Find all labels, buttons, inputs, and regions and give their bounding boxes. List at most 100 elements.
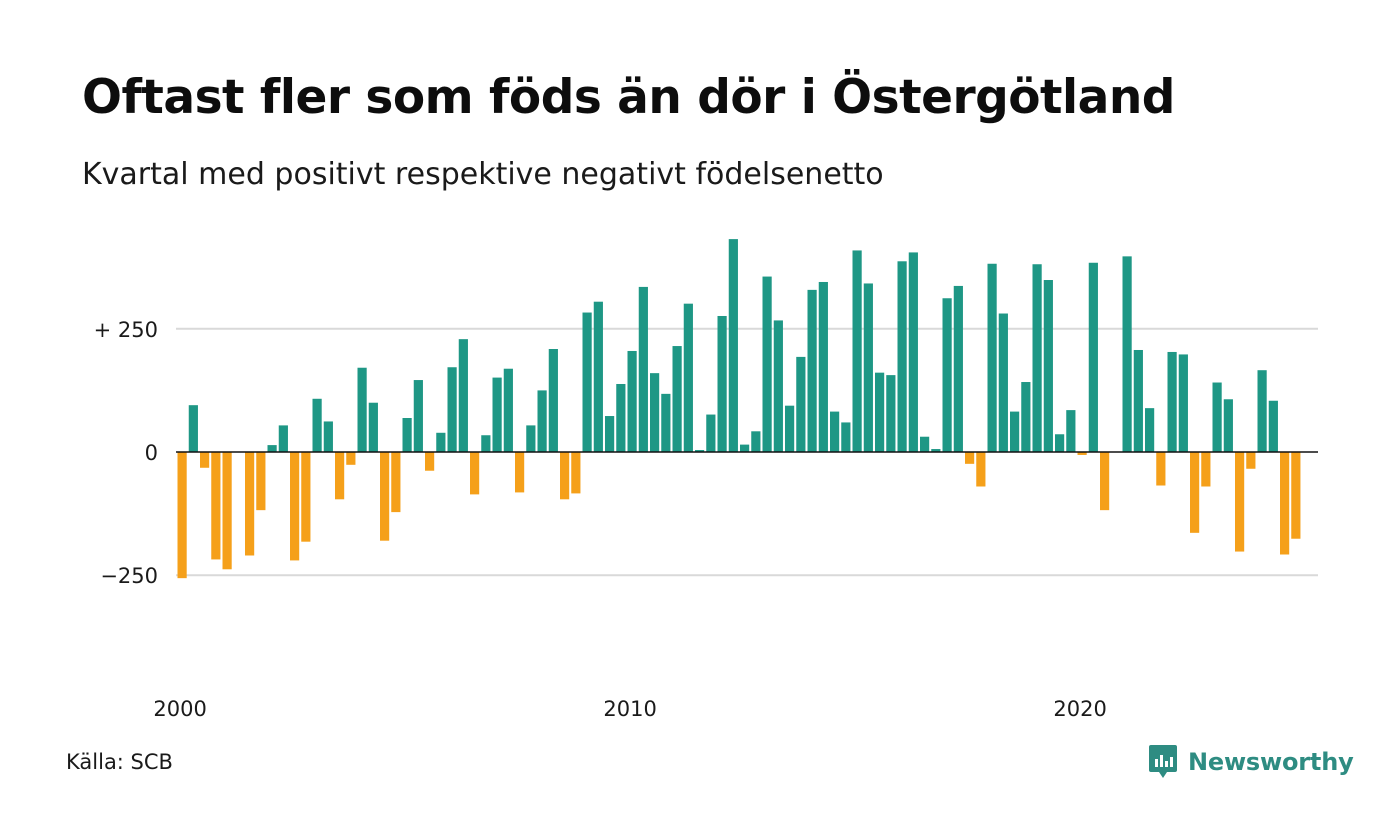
bar-positive[interactable] (357, 367, 367, 452)
bar-negative[interactable] (211, 452, 221, 560)
bar-positive[interactable] (1167, 351, 1177, 452)
bar-positive[interactable] (1021, 382, 1031, 452)
bar-positive[interactable] (875, 372, 885, 452)
bar-positive[interactable] (942, 298, 952, 452)
bar-positive[interactable] (931, 449, 941, 452)
bar-positive[interactable] (920, 436, 930, 452)
bar-positive[interactable] (1223, 399, 1233, 452)
bar-positive[interactable] (267, 445, 277, 452)
bar-positive[interactable] (863, 283, 873, 452)
bar-positive[interactable] (481, 435, 491, 452)
bar-positive[interactable] (526, 425, 536, 452)
bar-negative[interactable] (1246, 452, 1256, 469)
chart-title: Oftast fler som föds än dör i Östergötla… (82, 70, 1175, 125)
bar-negative[interactable] (200, 452, 210, 468)
bar-negative[interactable] (256, 452, 266, 511)
bar-negative[interactable] (1280, 452, 1290, 555)
bar-positive[interactable] (773, 320, 783, 452)
bar-positive[interactable] (1257, 370, 1267, 452)
bar-negative[interactable] (1190, 452, 1200, 533)
bar-positive[interactable] (717, 315, 727, 452)
bar-positive[interactable] (1212, 382, 1222, 452)
bar-positive[interactable] (1032, 264, 1042, 452)
bar-negative[interactable] (571, 452, 581, 494)
bar-positive[interactable] (548, 349, 558, 452)
bar-positive[interactable] (998, 313, 1008, 452)
bar-positive[interactable] (447, 367, 457, 452)
bar-positive[interactable] (852, 250, 862, 452)
bar-positive[interactable] (503, 368, 513, 452)
bar-negative[interactable] (425, 452, 435, 471)
bar-positive[interactable] (537, 390, 547, 452)
bar-positive[interactable] (740, 444, 750, 452)
bar-positive[interactable] (627, 350, 637, 452)
bar-positive[interactable] (908, 252, 918, 452)
bar-positive[interactable] (323, 421, 333, 452)
bar-negative[interactable] (965, 452, 975, 464)
bar-negative[interactable] (245, 452, 255, 556)
bar-negative[interactable] (177, 452, 187, 579)
bar-negative[interactable] (1156, 452, 1166, 486)
bar-positive[interactable] (188, 405, 198, 452)
bar-negative[interactable] (1235, 452, 1245, 552)
bar-positive[interactable] (987, 263, 997, 452)
bar-negative[interactable] (515, 452, 525, 493)
bar-positive[interactable] (953, 285, 963, 452)
bar-negative[interactable] (1077, 452, 1087, 455)
bar-positive[interactable] (638, 286, 648, 452)
bar-positive[interactable] (1066, 410, 1076, 452)
bar-positive[interactable] (1122, 256, 1132, 452)
bar-positive[interactable] (1088, 262, 1098, 452)
bar-positive[interactable] (661, 393, 671, 452)
bar-positive[interactable] (695, 450, 705, 452)
bar-positive[interactable] (1145, 408, 1155, 452)
bar-positive[interactable] (762, 276, 772, 452)
bar-negative[interactable] (346, 452, 356, 465)
bar-negative[interactable] (1201, 452, 1211, 487)
bar-positive[interactable] (492, 377, 502, 452)
bar-positive[interactable] (413, 380, 423, 452)
bar-positive[interactable] (582, 312, 592, 452)
bar-positive[interactable] (897, 261, 907, 452)
bar-positive[interactable] (436, 432, 446, 452)
bar-positive[interactable] (830, 411, 840, 452)
bar-positive[interactable] (1268, 400, 1278, 452)
bar-positive[interactable] (683, 303, 693, 452)
bar-positive[interactable] (616, 383, 626, 452)
bar-positive[interactable] (1043, 280, 1053, 452)
bar-positive[interactable] (818, 281, 828, 452)
bar-positive[interactable] (605, 416, 615, 452)
bar-positive[interactable] (402, 418, 412, 452)
bar-positive[interactable] (785, 405, 795, 452)
bar-negative[interactable] (290, 452, 300, 561)
bar-positive[interactable] (807, 289, 817, 452)
bar-negative[interactable] (391, 452, 401, 513)
bar-positive[interactable] (593, 301, 603, 452)
bar-negative[interactable] (1100, 452, 1110, 511)
bar-positive[interactable] (312, 398, 322, 452)
bar-positive[interactable] (1055, 434, 1065, 452)
bar-negative[interactable] (380, 452, 390, 541)
bar-positive[interactable] (1010, 411, 1020, 452)
bar-negative[interactable] (222, 452, 232, 570)
newsworthy-logo[interactable]: Newsworthy (1148, 744, 1354, 780)
bar-positive[interactable] (1178, 354, 1188, 452)
bar-negative[interactable] (976, 452, 986, 487)
bar-positive[interactable] (672, 346, 682, 452)
bar-positive[interactable] (728, 239, 738, 452)
bar-negative[interactable] (470, 452, 480, 495)
bar-positive[interactable] (841, 422, 851, 452)
bar-negative[interactable] (301, 452, 311, 542)
bar-positive[interactable] (796, 356, 806, 452)
bar-positive[interactable] (751, 431, 761, 452)
bar-positive[interactable] (886, 375, 896, 452)
bar-positive[interactable] (278, 425, 288, 452)
bar-positive[interactable] (368, 402, 378, 452)
bar-positive[interactable] (706, 414, 716, 452)
bar-positive[interactable] (458, 339, 468, 452)
bar-negative[interactable] (1291, 452, 1301, 539)
bar-positive[interactable] (650, 373, 660, 452)
bar-negative[interactable] (335, 452, 345, 500)
bar-negative[interactable] (560, 452, 570, 500)
bar-positive[interactable] (1133, 349, 1143, 452)
